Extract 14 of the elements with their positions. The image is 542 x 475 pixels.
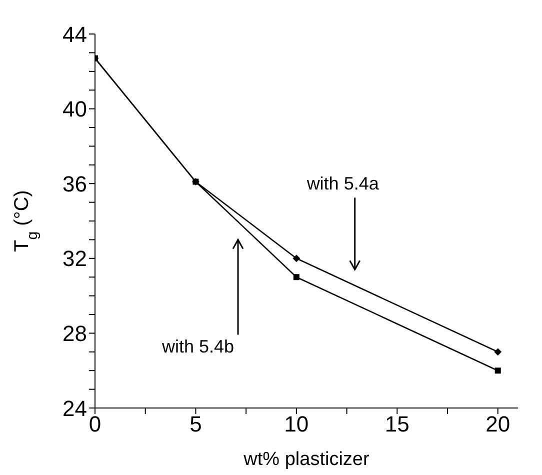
x-tick-label: 10 bbox=[284, 412, 309, 437]
y-tick-label: 36 bbox=[62, 171, 87, 196]
x-tick-label: 0 bbox=[88, 412, 102, 437]
x-tick-label: 20 bbox=[486, 412, 510, 437]
annotation: with 5.4b bbox=[160, 336, 234, 357]
y-tick-label: 24 bbox=[62, 396, 87, 421]
y-tick-label: 32 bbox=[62, 246, 87, 272]
annotation: with 5.4a bbox=[306, 174, 380, 194]
x-tick-label: 15 bbox=[384, 412, 410, 437]
x-axis-title: wt% plasticizer bbox=[242, 449, 370, 470]
x-tick-label: 5 bbox=[190, 412, 202, 437]
y-tick-label: 28 bbox=[62, 321, 87, 346]
y-tick-label: 40 bbox=[62, 96, 87, 122]
y-tick-label: 44 bbox=[62, 22, 87, 47]
